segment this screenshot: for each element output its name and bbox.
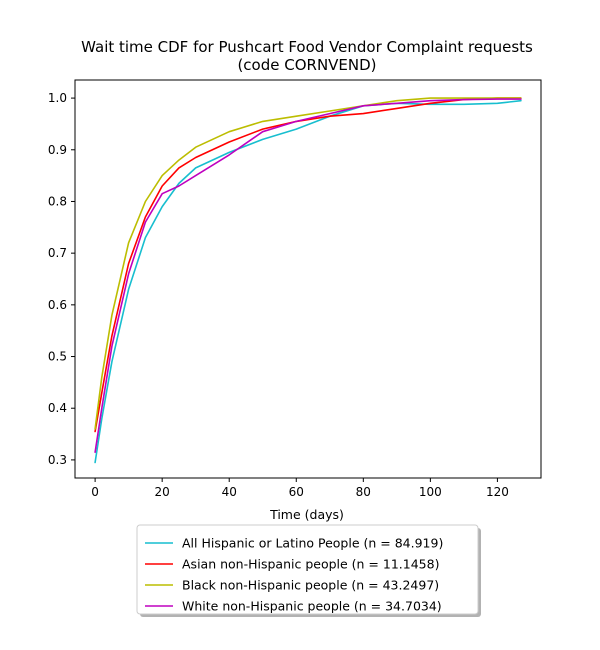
legend-label-1: Asian non-Hispanic people (n = 11.1458) [182,557,439,572]
x-tick-label: 20 [155,485,170,499]
x-tick-label: 0 [91,485,99,499]
y-tick-label: 0.9 [48,143,67,157]
legend-label-2: Black non-Hispanic people (n = 43.2497) [182,578,439,593]
legend-label-0: All Hispanic or Latino People (n = 84.91… [182,536,443,551]
legend-box [136,524,479,615]
y-tick-label: 0.5 [48,350,67,364]
legend: All Hispanic or Latino People (n = 84.91… [136,524,481,617]
x-tick-label: 120 [486,485,509,499]
series-line-3 [94,98,522,453]
legend-label-3: White non-Hispanic people (n = 34.7034) [182,599,442,614]
chart-title: Wait time CDF for Pushcart Food Vendor C… [81,38,533,56]
y-tick-label: 0.7 [48,246,67,260]
chart-subtitle: (code CORNVEND) [237,56,376,74]
x-axis-ticks: 0 20 40 60 80 100 120 [91,478,509,499]
y-tick-label: 0.3 [48,453,67,467]
x-axis-label: Time (days) [269,507,344,522]
series-line-2 [94,97,522,430]
x-tick-label: 60 [289,485,304,499]
x-tick-label: 40 [222,485,237,499]
x-tick-label: 80 [356,485,371,499]
y-tick-label: 0.4 [48,401,67,415]
series-line-1 [94,97,522,433]
plot-area [94,97,522,464]
y-tick-label: 0.8 [48,194,67,208]
legend-entries: All Hispanic or Latino People (n = 84.91… [145,536,443,614]
y-tick-label: 0.6 [48,298,67,312]
y-axis-ticks: 0.3 0.4 0.5 0.6 0.7 0.8 0.9 1.0 [48,91,75,467]
plot-frame [74,79,542,479]
series-line-0 [94,99,522,464]
y-tick-label: 1.0 [48,91,67,105]
x-tick-label: 100 [419,485,442,499]
